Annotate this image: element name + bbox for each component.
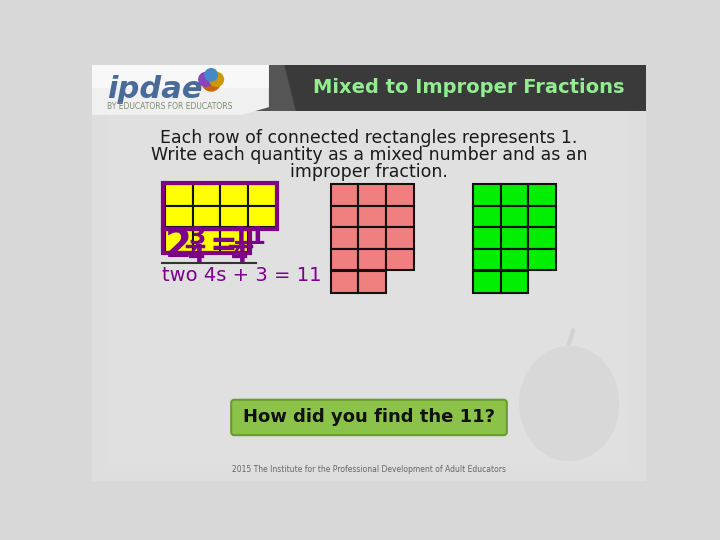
- Bar: [473, 184, 500, 206]
- Bar: [220, 184, 248, 206]
- Bar: [193, 184, 220, 206]
- Text: two 4s + 3 = 11: two 4s + 3 = 11: [162, 266, 321, 285]
- Bar: [500, 249, 528, 271]
- Bar: [386, 206, 414, 227]
- Bar: [473, 206, 500, 227]
- Bar: [220, 206, 248, 227]
- Bar: [528, 184, 556, 206]
- Bar: [157, 110, 581, 435]
- Bar: [220, 231, 248, 252]
- Bar: [127, 92, 611, 454]
- Polygon shape: [253, 65, 647, 111]
- Bar: [165, 184, 193, 206]
- Circle shape: [210, 72, 223, 86]
- Polygon shape: [92, 65, 269, 115]
- Bar: [161, 112, 577, 433]
- Circle shape: [199, 72, 212, 86]
- Bar: [330, 271, 359, 293]
- Bar: [528, 206, 556, 227]
- Bar: [528, 227, 556, 249]
- Text: =: =: [210, 230, 238, 262]
- Text: How did you find the 11?: How did you find the 11?: [243, 408, 495, 427]
- Bar: [500, 206, 528, 227]
- Bar: [122, 90, 616, 456]
- Polygon shape: [92, 65, 269, 88]
- Bar: [142, 101, 596, 444]
- Text: 2: 2: [165, 227, 192, 265]
- Bar: [180, 124, 558, 421]
- Ellipse shape: [519, 346, 619, 461]
- Bar: [386, 249, 414, 271]
- Bar: [150, 106, 588, 440]
- Bar: [386, 227, 414, 249]
- Text: 11: 11: [231, 225, 266, 248]
- Text: Each row of connected rectangles represents 1.: Each row of connected rectangles represe…: [161, 129, 577, 147]
- Bar: [248, 184, 276, 206]
- Bar: [386, 184, 414, 206]
- Bar: [165, 206, 193, 227]
- Bar: [138, 99, 600, 447]
- Bar: [163, 183, 277, 229]
- Bar: [359, 271, 386, 293]
- Text: 3: 3: [188, 225, 205, 248]
- Bar: [359, 184, 386, 206]
- Polygon shape: [211, 68, 217, 72]
- Bar: [153, 108, 585, 437]
- Bar: [173, 119, 565, 426]
- Bar: [500, 271, 528, 293]
- Bar: [130, 94, 608, 451]
- Bar: [500, 184, 528, 206]
- Text: BY EDUCATORS FOR EDUCATORS: BY EDUCATORS FOR EDUCATORS: [107, 102, 233, 111]
- Bar: [193, 231, 220, 252]
- Bar: [359, 206, 386, 227]
- Text: Write each quantity as a mixed number and as an: Write each quantity as a mixed number an…: [150, 146, 588, 164]
- Bar: [473, 271, 500, 293]
- Circle shape: [202, 72, 220, 91]
- Bar: [163, 229, 250, 253]
- Text: ipdae: ipdae: [107, 75, 203, 104]
- Text: improper fraction.: improper fraction.: [290, 163, 448, 181]
- Bar: [145, 103, 593, 442]
- Bar: [193, 206, 220, 227]
- Bar: [500, 227, 528, 249]
- Bar: [165, 115, 573, 430]
- Bar: [168, 117, 570, 428]
- Bar: [359, 249, 386, 271]
- Bar: [473, 249, 500, 271]
- Bar: [330, 227, 359, 249]
- FancyBboxPatch shape: [231, 400, 507, 435]
- Bar: [359, 227, 386, 249]
- Bar: [528, 249, 556, 271]
- Text: 4: 4: [231, 243, 248, 267]
- Bar: [119, 87, 619, 458]
- Bar: [330, 184, 359, 206]
- Bar: [176, 122, 562, 423]
- Text: Mixed to Improper Fractions: Mixed to Improper Fractions: [313, 78, 625, 97]
- Bar: [330, 249, 359, 271]
- Polygon shape: [242, 65, 296, 111]
- Circle shape: [205, 69, 217, 81]
- Text: 4: 4: [188, 243, 205, 267]
- Bar: [473, 227, 500, 249]
- Text: 2015 The Institute for the Professional Development of Adult Educators: 2015 The Institute for the Professional …: [232, 464, 506, 474]
- Bar: [330, 206, 359, 227]
- Bar: [165, 231, 193, 252]
- Bar: [134, 96, 604, 449]
- Bar: [248, 206, 276, 227]
